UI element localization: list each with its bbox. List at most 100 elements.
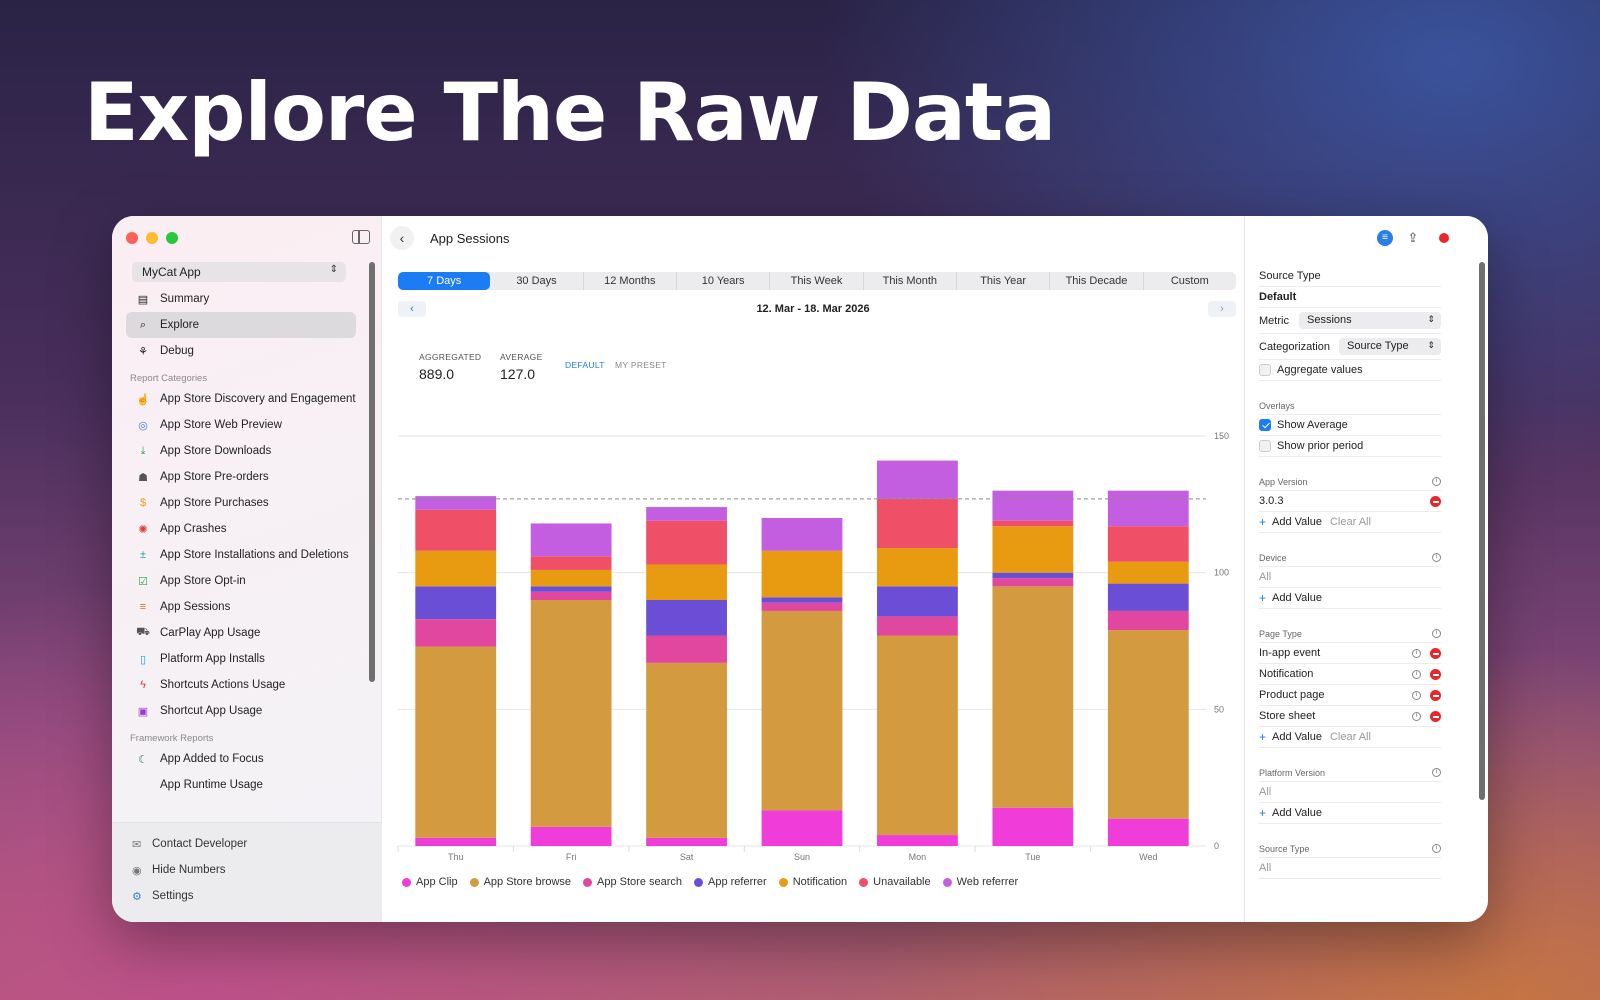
period-tab-7-days[interactable]: 7 Days bbox=[398, 272, 491, 290]
inspector-scrollbar[interactable] bbox=[1479, 262, 1485, 800]
sidebar-item-app-store-installations-and-deletions[interactable]: ± App Store Installations and Deletions bbox=[126, 542, 356, 568]
sidebar-item-app-store-opt-in[interactable]: ☑ App Store Opt-in bbox=[126, 568, 356, 594]
bar-segment-app-store-search[interactable] bbox=[992, 578, 1074, 587]
add-value-button[interactable]: Add Value bbox=[1272, 592, 1322, 604]
sidebar-item-app-store-pre-orders[interactable]: ☗ App Store Pre-orders bbox=[126, 464, 356, 490]
bar-segment-app-store-browse[interactable] bbox=[530, 600, 612, 827]
app-select[interactable]: MyCat App ⇕ bbox=[132, 262, 346, 282]
period-tab-30-days[interactable]: 30 Days bbox=[490, 272, 584, 290]
next-range-button[interactable]: › bbox=[1208, 301, 1236, 317]
bar-segment-app-store-search[interactable] bbox=[415, 619, 497, 647]
bar-segment-app-store-search[interactable] bbox=[530, 591, 612, 600]
bar-segment-app-store-search[interactable] bbox=[1107, 610, 1189, 631]
info-icon[interactable]: i bbox=[1432, 553, 1441, 562]
bar-segment-app-clip[interactable] bbox=[761, 810, 843, 846]
sidebar-item-platform-app-installs[interactable]: ▯ Platform App Installs bbox=[126, 646, 356, 672]
bar-segment-web-referrer[interactable] bbox=[415, 496, 497, 510]
info-icon[interactable]: i bbox=[1432, 629, 1441, 638]
bar-segment-notification[interactable] bbox=[530, 569, 612, 587]
bar-segment-app-store-search[interactable] bbox=[646, 635, 727, 663]
bar-segment-web-referrer[interactable] bbox=[530, 523, 612, 557]
show-average-checkbox[interactable] bbox=[1259, 419, 1271, 431]
clear-all-button[interactable]: Clear All bbox=[1329, 516, 1371, 528]
categorization-select[interactable]: Source Type ⇕ bbox=[1339, 338, 1441, 355]
period-tab-this-month[interactable]: This Month bbox=[864, 272, 957, 290]
period-tab-this-year[interactable]: This Year bbox=[957, 272, 1051, 290]
period-tab-this-decade[interactable]: This Decade bbox=[1050, 272, 1144, 290]
sidebar-item-explore[interactable]: ⌕ Explore bbox=[126, 312, 356, 338]
info-icon[interactable]: i bbox=[1412, 691, 1421, 700]
show-prior-checkbox[interactable] bbox=[1259, 440, 1271, 452]
remove-icon[interactable] bbox=[1430, 711, 1441, 722]
bar-segment-app-store-browse[interactable] bbox=[1107, 630, 1189, 819]
sidebar-item-carplay-app-usage[interactable]: ⛟ CarPlay App Usage bbox=[126, 620, 356, 646]
hide-numbers-button[interactable]: ◉ Hide Numbers bbox=[112, 857, 382, 883]
preset-default-button[interactable]: DEFAULT bbox=[565, 360, 605, 370]
info-icon[interactable]: i bbox=[1432, 844, 1441, 853]
filter-icon[interactable]: ≡ bbox=[1377, 230, 1393, 246]
minimize-window-button[interactable] bbox=[146, 232, 158, 244]
bar-segment-web-referrer[interactable] bbox=[1107, 490, 1189, 527]
bar-segment-app-referrer[interactable] bbox=[415, 586, 497, 620]
bar-segment-app-store-browse[interactable] bbox=[646, 662, 727, 838]
info-icon[interactable]: i bbox=[1432, 477, 1441, 486]
bar-segment-notification[interactable] bbox=[761, 550, 843, 598]
bar-segment-app-store-search[interactable] bbox=[877, 616, 958, 636]
bar-segment-web-referrer[interactable] bbox=[877, 460, 958, 499]
bar-segment-app-referrer[interactable] bbox=[761, 597, 843, 603]
sidebar-item-shortcuts-actions-usage[interactable]: ϟ Shortcuts Actions Usage bbox=[126, 672, 356, 698]
period-tab-custom[interactable]: Custom bbox=[1170, 275, 1209, 287]
sidebar-toggle-icon[interactable] bbox=[352, 230, 370, 244]
sidebar-item-app-runtime-usage[interactable]: App Runtime Usage bbox=[126, 772, 356, 798]
aggregate-values-checkbox[interactable] bbox=[1259, 364, 1271, 376]
info-icon[interactable]: i bbox=[1412, 649, 1421, 658]
zoom-window-button[interactable] bbox=[166, 232, 178, 244]
sidebar-item-app-added-to-focus[interactable]: ☾ App Added to Focus bbox=[126, 746, 356, 772]
bar-segment-web-referrer[interactable] bbox=[761, 518, 843, 551]
period-tab-12-months[interactable]: 12 Months bbox=[584, 272, 677, 290]
close-window-button[interactable] bbox=[126, 232, 138, 244]
bar-segment-unavailable[interactable] bbox=[415, 509, 497, 551]
bar-segment-unavailable[interactable] bbox=[877, 498, 958, 549]
bar-segment-app-clip[interactable] bbox=[992, 807, 1074, 846]
sidebar-item-app-store-web-preview[interactable]: ◎ App Store Web Preview bbox=[126, 412, 356, 438]
sidebar-item-app-sessions[interactable]: ≡ App Sessions bbox=[126, 594, 356, 620]
bar-segment-app-clip[interactable] bbox=[1107, 818, 1189, 846]
clear-all-button[interactable]: Clear All bbox=[1329, 731, 1371, 743]
bar-segment-unavailable[interactable] bbox=[530, 556, 612, 570]
previous-range-button[interactable]: ‹ bbox=[398, 301, 426, 317]
add-value-button[interactable]: Add Value bbox=[1272, 807, 1322, 819]
bar-segment-notification[interactable] bbox=[992, 526, 1074, 573]
remove-icon[interactable] bbox=[1430, 648, 1441, 659]
bar-segment-app-referrer[interactable] bbox=[877, 586, 958, 617]
remove-icon[interactable] bbox=[1430, 496, 1441, 507]
remove-icon[interactable] bbox=[1430, 690, 1441, 701]
show-prior-row[interactable]: Show prior period bbox=[1259, 436, 1441, 457]
metric-select[interactable]: Sessions ⇕ bbox=[1299, 312, 1441, 329]
sidebar-item-app-store-purchases[interactable]: $ App Store Purchases bbox=[126, 490, 356, 516]
bar-segment-app-store-browse[interactable] bbox=[992, 586, 1074, 808]
settings-button[interactable]: ⚙ Settings bbox=[112, 883, 382, 909]
bar-segment-app-referrer[interactable] bbox=[992, 572, 1074, 579]
info-icon[interactable]: i bbox=[1412, 670, 1421, 679]
bar-segment-app-store-search[interactable] bbox=[761, 602, 843, 611]
bar-segment-unavailable[interactable] bbox=[646, 520, 727, 565]
show-average-row[interactable]: Show Average bbox=[1259, 415, 1441, 436]
bar-segment-app-referrer[interactable] bbox=[646, 600, 727, 636]
sidebar-item-shortcut-app-usage[interactable]: ▣ Shortcut App Usage bbox=[126, 698, 356, 724]
info-icon[interactable]: i bbox=[1432, 768, 1441, 777]
sidebar-item-app-crashes[interactable]: ✺ App Crashes bbox=[126, 516, 356, 542]
period-tab-this-week[interactable]: This Week bbox=[770, 272, 864, 290]
remove-icon[interactable] bbox=[1430, 669, 1441, 680]
bar-segment-notification[interactable] bbox=[1107, 561, 1189, 584]
bar-segment-app-store-browse[interactable] bbox=[877, 635, 958, 836]
back-button[interactable]: ‹ bbox=[390, 226, 414, 250]
sidebar-item-summary[interactable]: ▤ Summary bbox=[126, 286, 356, 312]
sidebar-item-app-store-discovery-and-engagement[interactable]: ☝ App Store Discovery and Engagement bbox=[126, 386, 356, 412]
bar-segment-app-clip[interactable] bbox=[646, 837, 727, 846]
sidebar-scrollbar[interactable] bbox=[369, 262, 375, 682]
sidebar-item-app-store-downloads[interactable]: ⤓ App Store Downloads bbox=[126, 438, 356, 464]
bar-segment-unavailable[interactable] bbox=[1107, 526, 1189, 562]
info-icon[interactable]: i bbox=[1412, 712, 1421, 721]
bar-segment-web-referrer[interactable] bbox=[646, 507, 727, 521]
